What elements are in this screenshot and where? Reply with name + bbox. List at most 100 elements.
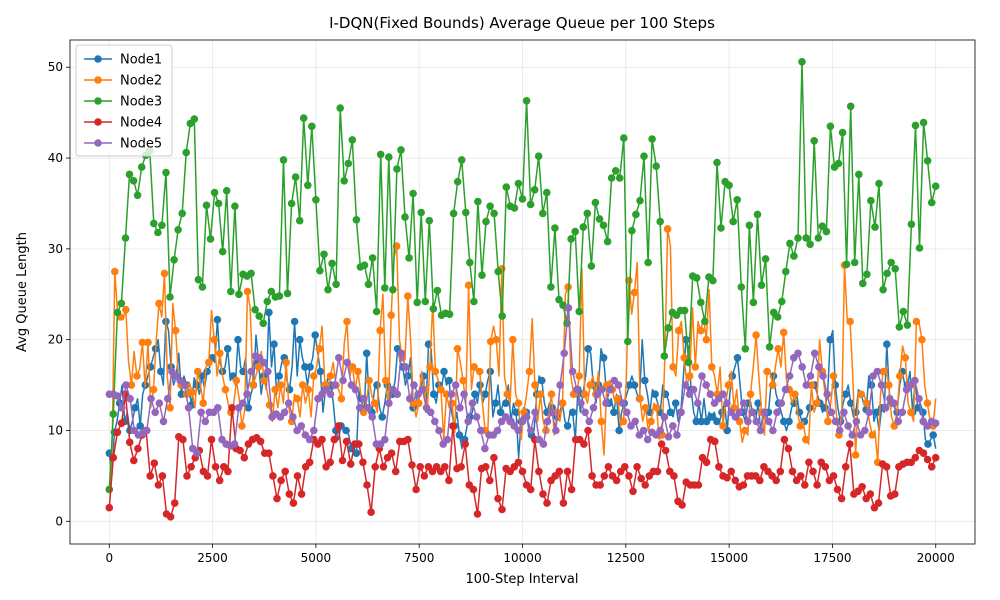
data-point: [599, 354, 608, 362]
data-point: [809, 467, 817, 476]
data-point: [154, 228, 162, 237]
data-point: [901, 354, 910, 362]
chart-title: I-DQN(Fixed Bounds) Average Queue per 10…: [329, 14, 715, 32]
data-point: [431, 417, 439, 426]
data-point: [277, 476, 285, 485]
data-point: [455, 431, 464, 439]
data-point: [352, 216, 361, 224]
data-point: [417, 208, 426, 217]
data-point: [214, 404, 222, 412]
data-point: [534, 152, 543, 160]
data-point: [580, 390, 589, 399]
data-point: [522, 413, 531, 421]
data-point: [621, 463, 629, 471]
data-point: [669, 422, 677, 430]
data-point: [656, 217, 664, 226]
data-point: [251, 305, 259, 314]
data-point: [335, 354, 343, 362]
data-point: [326, 458, 335, 467]
data-point: [752, 417, 761, 426]
data-point: [447, 390, 456, 399]
y-tick-label: 10: [48, 423, 63, 437]
data-point: [871, 223, 879, 231]
data-point: [433, 286, 442, 295]
data-point: [756, 476, 764, 485]
data-point: [539, 440, 548, 448]
data-point: [599, 221, 608, 230]
data-point: [647, 417, 655, 426]
data-point: [563, 422, 572, 430]
x-tick-label: 0: [105, 551, 113, 565]
data-point: [334, 422, 343, 430]
data-point: [342, 426, 350, 435]
data-point: [744, 417, 752, 426]
data-point: [814, 234, 823, 242]
data-point: [841, 463, 850, 471]
data-point: [469, 485, 478, 494]
data-point: [270, 340, 278, 349]
data-point: [798, 58, 806, 66]
data-point: [471, 390, 479, 399]
data-point: [837, 494, 846, 503]
data-point: [630, 288, 639, 297]
data-point: [211, 463, 220, 471]
data-point: [207, 435, 216, 444]
data-point: [330, 435, 339, 444]
data-point: [197, 408, 205, 417]
data-point: [615, 174, 624, 182]
data-point: [435, 426, 443, 435]
data-point: [567, 485, 576, 494]
data-point: [397, 146, 405, 154]
data-point: [660, 413, 669, 421]
data-point: [157, 367, 165, 376]
data-point: [753, 210, 762, 219]
data-point: [464, 281, 473, 290]
data-point: [413, 298, 422, 307]
data-point: [895, 323, 904, 331]
data-point: [527, 426, 535, 435]
data-point: [791, 390, 799, 399]
data-point: [691, 363, 700, 371]
data-point: [397, 349, 406, 358]
y-tick-label: 0: [55, 514, 63, 528]
data-point: [291, 173, 300, 181]
data-point: [848, 431, 857, 439]
data-point: [769, 426, 777, 435]
data-point: [425, 216, 434, 225]
data-point: [348, 136, 357, 144]
data-point: [802, 381, 811, 389]
data-point: [602, 399, 610, 408]
data-point: [857, 390, 865, 399]
data-point: [385, 153, 393, 161]
data-point: [868, 431, 876, 439]
data-point: [879, 285, 887, 294]
x-tick-label: 12500: [607, 551, 645, 565]
data-point: [368, 413, 377, 421]
data-point: [146, 363, 155, 371]
data-point: [931, 453, 940, 462]
data-point: [445, 310, 454, 319]
legend-label: Node4: [120, 116, 162, 131]
data-point: [765, 417, 773, 426]
data-point: [239, 399, 247, 408]
data-point: [796, 472, 805, 480]
data-point: [344, 159, 353, 168]
data-point: [409, 189, 417, 198]
data-point: [117, 419, 126, 428]
data-point: [249, 381, 257, 389]
data-point: [606, 385, 614, 394]
data-point: [437, 385, 445, 394]
data-point: [648, 135, 656, 143]
data-point: [408, 461, 416, 469]
data-point: [310, 372, 318, 380]
data-point: [894, 417, 902, 426]
legend-label: Node3: [120, 95, 162, 110]
data-point: [661, 446, 670, 455]
data-point: [733, 196, 741, 204]
data-point: [318, 435, 326, 444]
data-point: [405, 254, 413, 262]
data-point: [443, 435, 452, 444]
data-point: [410, 381, 418, 389]
x-tick-label: 20000: [917, 551, 955, 565]
data-point: [503, 390, 512, 399]
